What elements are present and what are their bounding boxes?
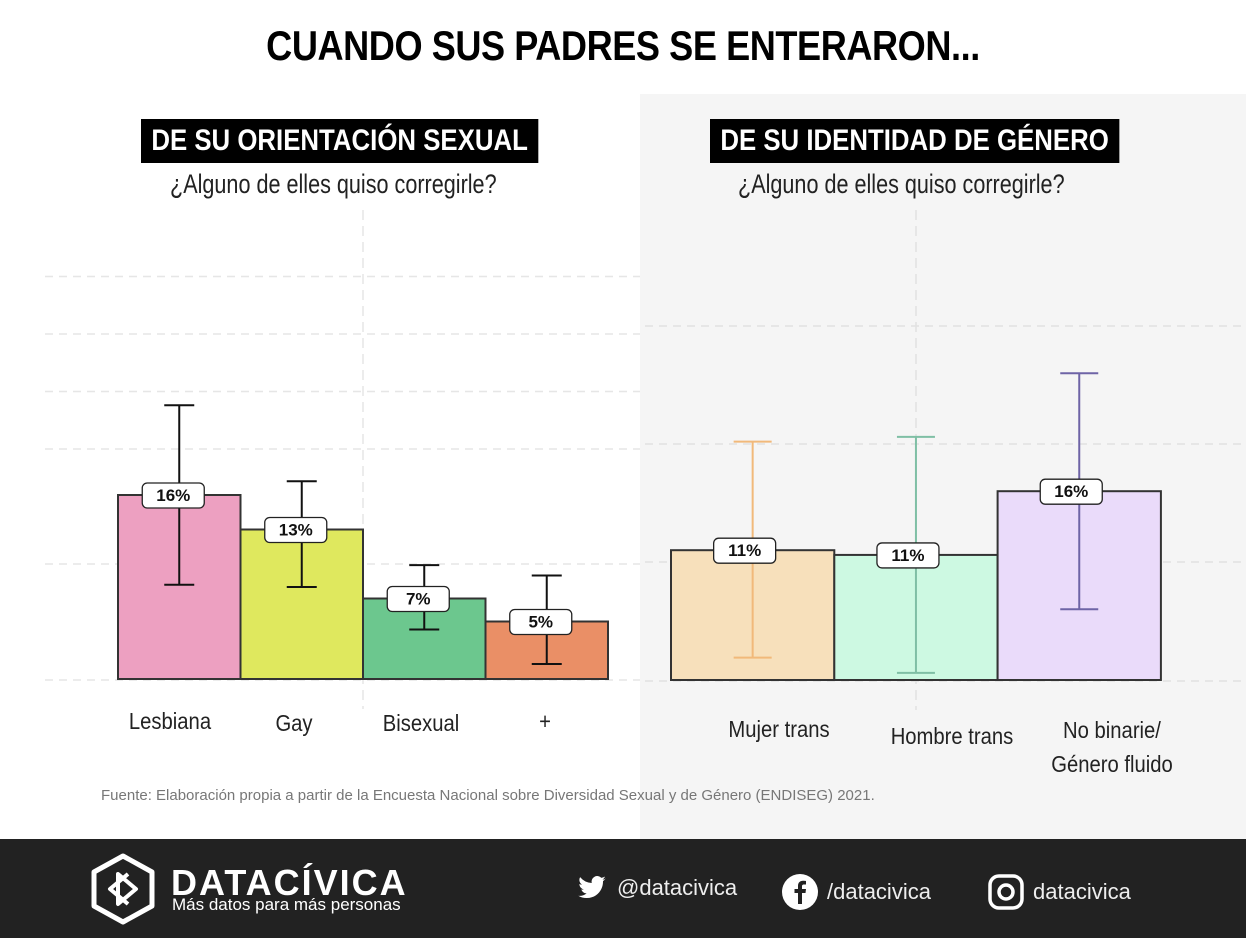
instagram-icon	[988, 874, 1024, 910]
data-label: 11%	[728, 541, 761, 560]
facebook-icon	[782, 874, 818, 910]
category-label-line: Bisexual	[382, 710, 460, 736]
data-label: 16%	[156, 486, 190, 505]
data-label: 5%	[528, 613, 553, 632]
data-label: 7%	[406, 590, 431, 609]
datacivica-hexagon-logo-icon	[91, 853, 155, 925]
category-label: No binarie/Género fluido	[1024, 713, 1200, 781]
data-label-box	[386, 585, 450, 613]
data-label-box	[713, 537, 777, 564]
instagram-handle: datacivica	[1033, 879, 1131, 904]
data-label: 13%	[279, 521, 313, 540]
instagram-link[interactable]: datacivica	[987, 873, 1131, 911]
brand-tagline: Más datos para más personas	[172, 895, 401, 914]
brand-name: DATACÍVICA	[171, 862, 408, 903]
category-label-line: Género fluido	[1051, 751, 1173, 777]
data-label-box	[1039, 478, 1103, 505]
category-label: Mujer trans	[691, 712, 867, 746]
category-label-line: +	[539, 708, 551, 734]
category-label: Lesbiana	[82, 704, 258, 738]
data-label: 11%	[891, 546, 924, 565]
data-label-box	[264, 516, 328, 544]
category-label-line: No binarie/	[1063, 717, 1161, 743]
data-label-box	[141, 482, 205, 509]
gender-panel-background	[640, 94, 1246, 839]
source-note: Fuente: Elaboración propia a partir de l…	[101, 787, 875, 804]
gender-subtitle: ¿Alguno de elles quiso corregirle?	[738, 169, 1065, 199]
category-label: +	[457, 704, 633, 738]
data-label-box	[509, 608, 573, 636]
main-title: CUANDO SUS PADRES SE ENTERARON...	[266, 22, 980, 69]
category-label: Gay	[206, 706, 382, 740]
twitter-handle: @datacivica	[617, 875, 738, 900]
twitter-link[interactable]: @datacivica	[575, 873, 737, 903]
gender-section-title: DE SU IDENTIDAD DE GÉNERO	[710, 119, 1120, 163]
bar-charts: 16% 13% 7% 5% 11% 11% 16%	[45, 210, 1246, 710]
data-label-box	[876, 542, 940, 569]
category-label-line: Hombre trans	[890, 723, 1014, 749]
category-label-line: Gay	[275, 710, 313, 736]
orientation-section-title: DE SU ORIENTACIÓN SEXUAL	[141, 119, 539, 163]
facebook-link[interactable]: /datacivica	[781, 873, 931, 911]
category-label-line: Mujer trans	[728, 716, 830, 742]
data-label: 16%	[1054, 482, 1088, 501]
category-label-line: Lesbiana	[128, 708, 212, 734]
footer	[0, 839, 1246, 938]
category-label: Hombre trans	[864, 719, 1040, 753]
category-label: Bisexual	[333, 706, 509, 740]
orientation-subtitle: ¿Alguno de elles quiso corregirle?	[170, 169, 497, 199]
facebook-handle: /datacivica	[827, 879, 931, 904]
twitter-bird-icon	[578, 876, 606, 899]
